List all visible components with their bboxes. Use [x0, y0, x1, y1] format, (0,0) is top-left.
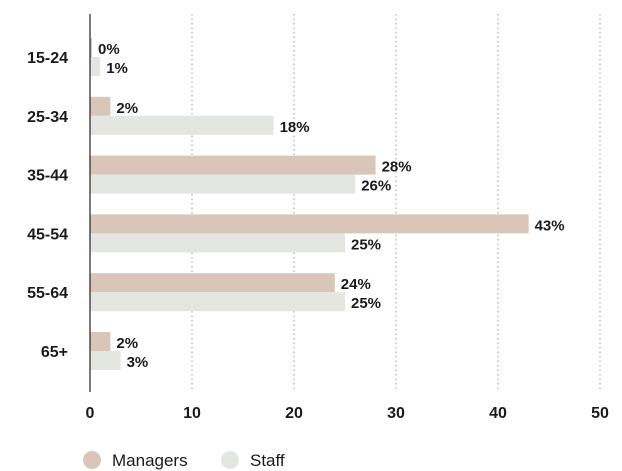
x-tick-label: 50: [591, 405, 609, 422]
x-tick-label: 20: [285, 405, 303, 422]
category-label: 45-54: [27, 226, 68, 243]
category-label: 35-44: [27, 168, 68, 185]
data-label-staff: 1%: [106, 60, 128, 77]
data-label-staff: 25%: [351, 236, 381, 253]
data-label-staff: 25%: [351, 295, 381, 312]
bar-staff-45-54: [90, 233, 345, 253]
bar-staff-65+: [90, 351, 121, 370]
category-label: 55-64: [27, 285, 68, 302]
bar-staff-55-64: [90, 292, 345, 312]
x-tick-label: 0: [86, 405, 95, 422]
grid-lines: [191, 14, 601, 392]
legend-swatch-managers: [83, 451, 101, 469]
category-label: 15-24: [27, 50, 68, 67]
legend-label-staff: Staff: [250, 451, 285, 470]
data-label-managers: 28%: [382, 159, 412, 176]
bar-managers-35-44: [90, 155, 376, 175]
category-labels: 15-24 25-34 35-44 45-54 55-64 65+: [27, 50, 68, 361]
data-label-managers: 43%: [535, 217, 565, 234]
data-label-managers: 24%: [341, 276, 371, 293]
bar-staff-15-24: [90, 57, 101, 76]
category-label: 65+: [41, 344, 68, 361]
category-label: 25-34: [27, 109, 68, 126]
data-label-staff: 18%: [280, 119, 310, 136]
data-label-managers: 0%: [98, 41, 120, 58]
bars: [90, 38, 529, 370]
legend-swatch-staff: [221, 451, 239, 469]
data-label-managers: 2%: [116, 100, 138, 117]
bar-staff-25-34: [90, 115, 274, 135]
bar-staff-35-44: [90, 174, 356, 194]
x-tick-label: 40: [489, 405, 507, 422]
legend: Managers Staff: [83, 451, 285, 470]
bar-managers-45-54: [90, 214, 529, 234]
x-tick-label: 30: [387, 405, 405, 422]
data-labels: 0% 1% 2% 18% 28% 26% 43% 25% 24% 25% 2% 3%: [98, 41, 565, 371]
data-label-managers: 2%: [116, 335, 138, 352]
bar-managers-65+: [90, 332, 111, 351]
bar-managers-55-64: [90, 273, 335, 293]
data-label-staff: 3%: [127, 354, 149, 371]
x-tick-labels: 0 10 20 30 40 50: [86, 405, 609, 422]
bar-managers-25-34: [90, 96, 111, 116]
bar-managers-15-24: [90, 38, 92, 57]
data-label-staff: 26%: [361, 178, 391, 195]
x-tick-label: 10: [183, 405, 201, 422]
legend-label-managers: Managers: [112, 451, 188, 470]
